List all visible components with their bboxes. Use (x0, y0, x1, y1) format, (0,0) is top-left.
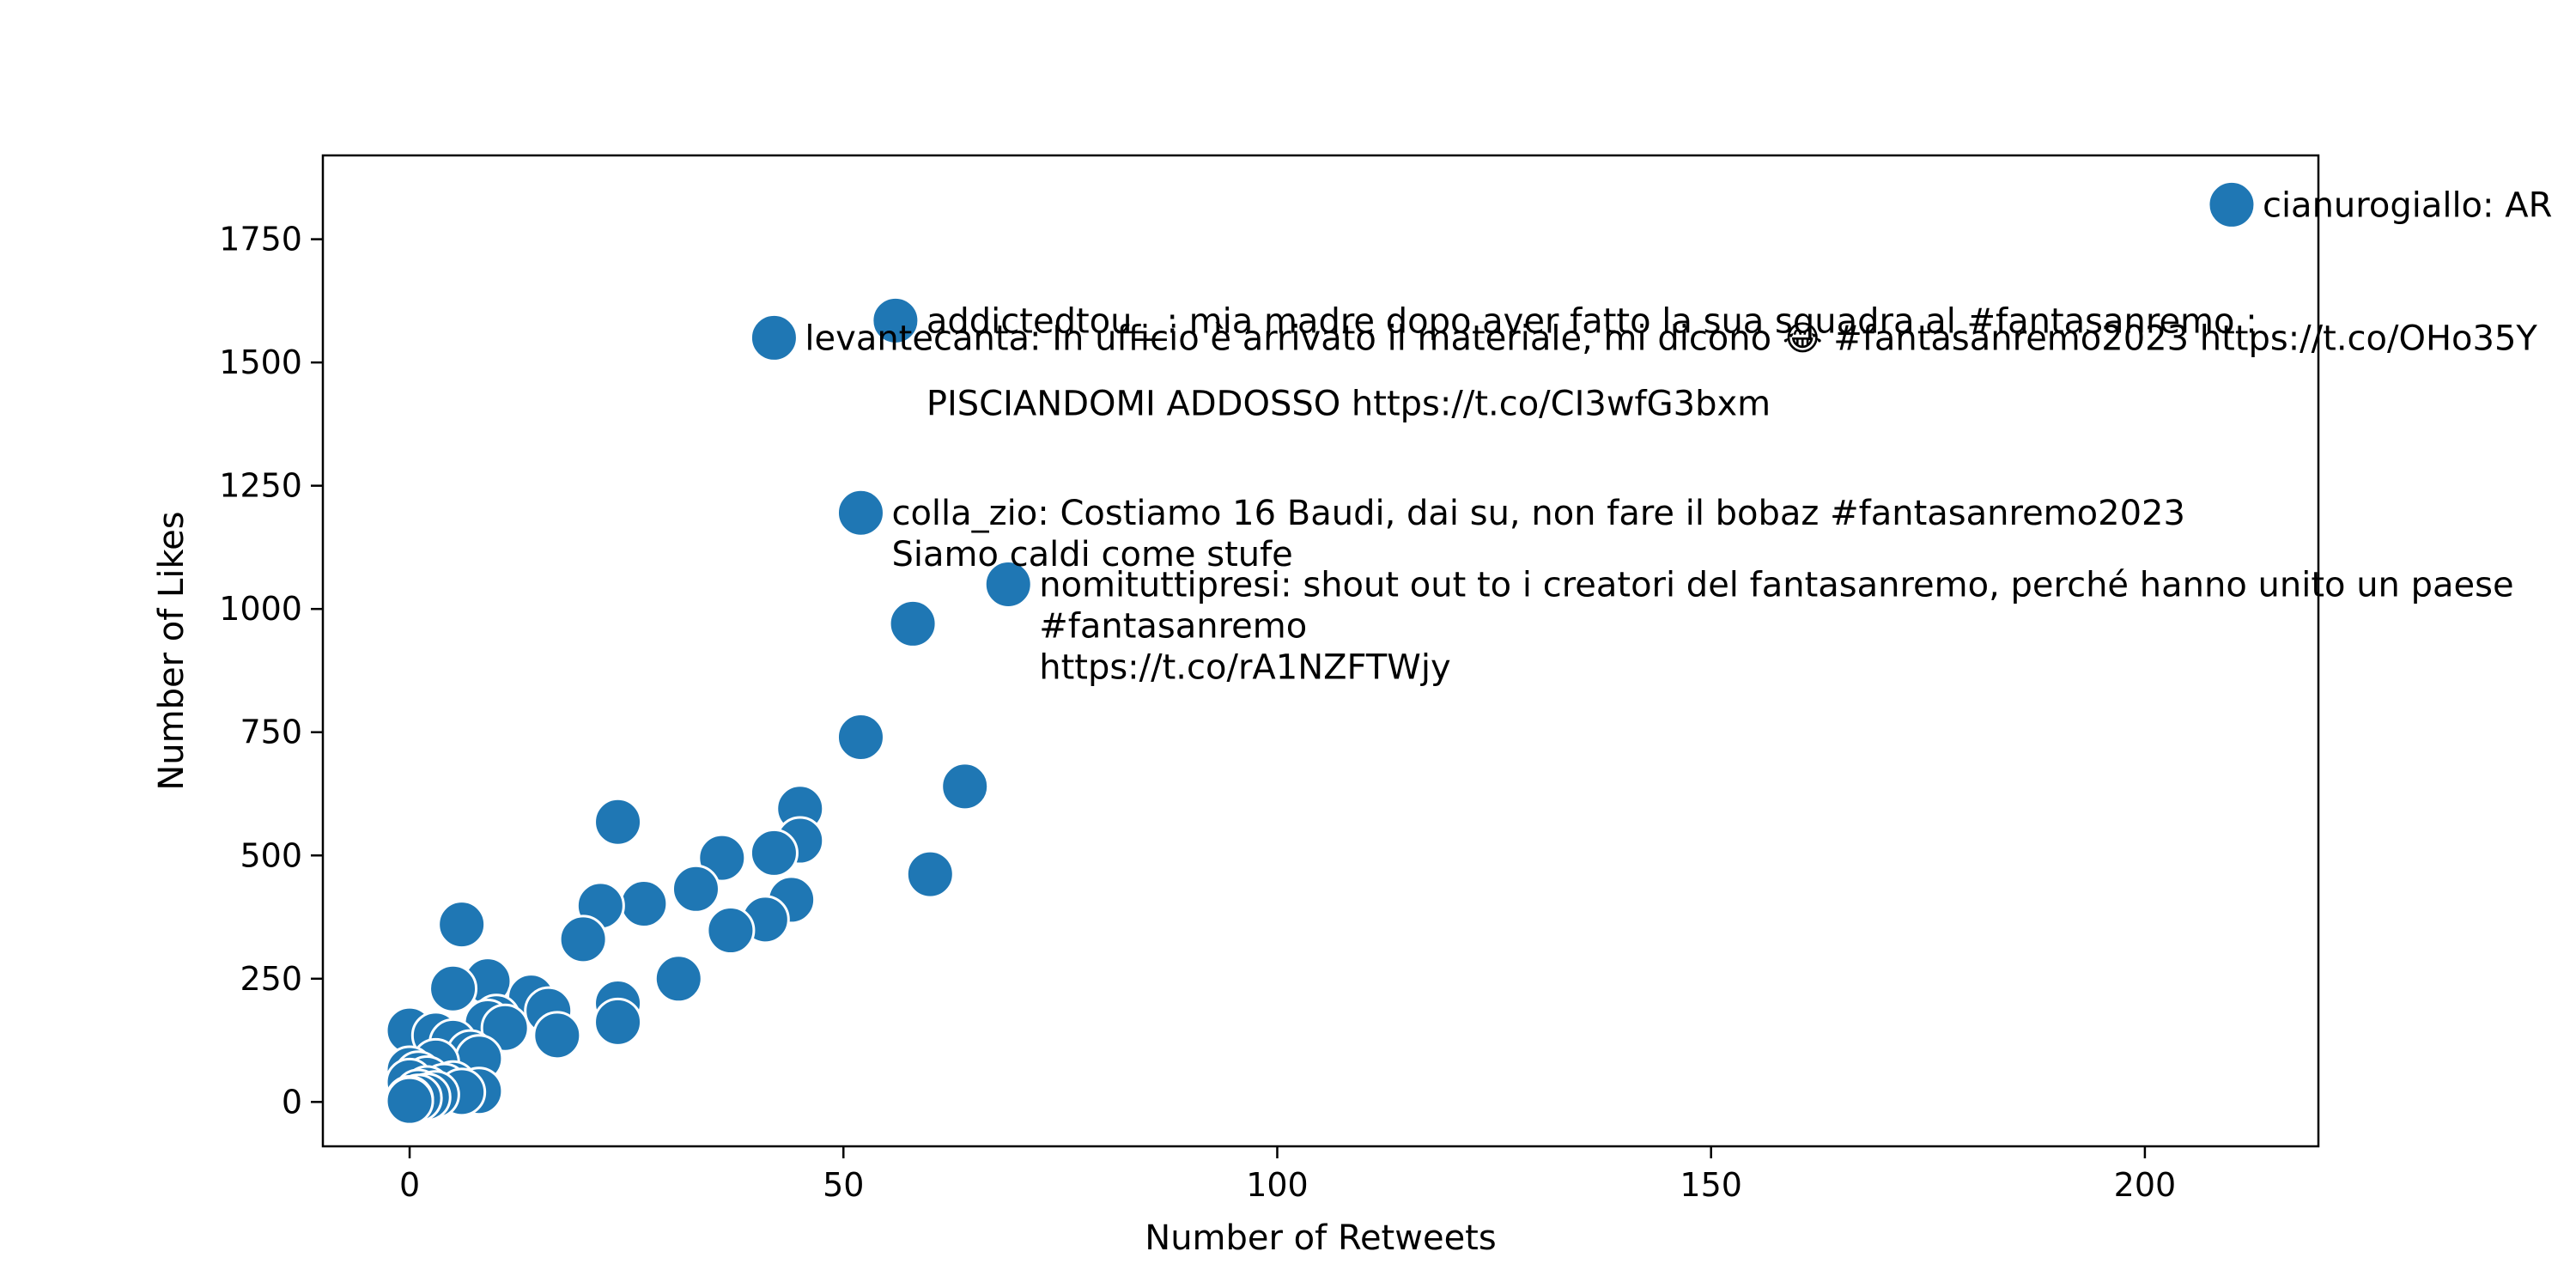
x-tick-label: 0 (399, 1166, 420, 1204)
data-point-9 (593, 797, 643, 847)
point-annotation-1: addictedtou__: mia madre dopo aver fatto… (927, 301, 2257, 423)
x-axis-label: Number of Retweets (1145, 1218, 1496, 1258)
data-point-29 (593, 997, 643, 1047)
y-tick-label: 0 (282, 1083, 302, 1121)
point-annotation-4: nomituttipresi: shout out to i creatori … (1039, 565, 2513, 687)
data-point-53 (385, 1076, 434, 1126)
x-tick-label: 50 (823, 1166, 864, 1204)
data-point-0 (2207, 179, 2257, 229)
point-annotation-2: levantecanta: In ufficio è arrivato il m… (805, 319, 2537, 358)
data-point-16 (619, 879, 669, 929)
x-tick-label: 150 (1680, 1166, 1742, 1204)
data-point-14 (671, 864, 720, 914)
data-point-1 (871, 295, 920, 345)
data-point-33 (532, 1011, 582, 1060)
data-point-21 (558, 914, 608, 964)
data-point-3 (835, 488, 885, 538)
x-tick-label: 100 (1246, 1166, 1309, 1204)
data-point-22 (653, 954, 703, 1004)
data-point-7 (940, 762, 990, 811)
data-point-5 (888, 598, 938, 648)
point-annotation-0: cianurogiallo: AR (2263, 185, 2552, 225)
data-point-24 (428, 963, 478, 1013)
y-tick-label: 1500 (219, 343, 302, 381)
point-annotation-3: colla_zio: Costiamo 16 Baudi, dai su, no… (891, 494, 2184, 574)
data-point-13 (905, 849, 955, 899)
data-point-19 (437, 900, 487, 950)
data-point-11 (749, 828, 799, 878)
y-tick-label: 750 (240, 714, 302, 751)
data-point-2 (749, 313, 799, 362)
y-tick-label: 500 (240, 836, 302, 874)
y-tick-label: 1250 (219, 467, 302, 505)
point-annotations: cianurogiallo: AR addictedtou__: mia madr… (805, 185, 2552, 687)
y-tick-label: 1750 (219, 221, 302, 258)
data-point-4 (983, 559, 1033, 609)
data-point-6 (835, 712, 885, 762)
y-tick-label: 1000 (219, 590, 302, 628)
data-points (385, 179, 2257, 1126)
x-tick-label: 200 (2114, 1166, 2177, 1204)
data-point-20 (706, 906, 756, 956)
plot-area-frame (321, 154, 2320, 1148)
y-tick-label: 250 (240, 960, 302, 998)
y-axis-label: Number of Likes (152, 511, 191, 790)
axis-ticks: 0 50 100 150 200 0 250 500 750 1000 1250 1500 1750 (219, 221, 2176, 1204)
